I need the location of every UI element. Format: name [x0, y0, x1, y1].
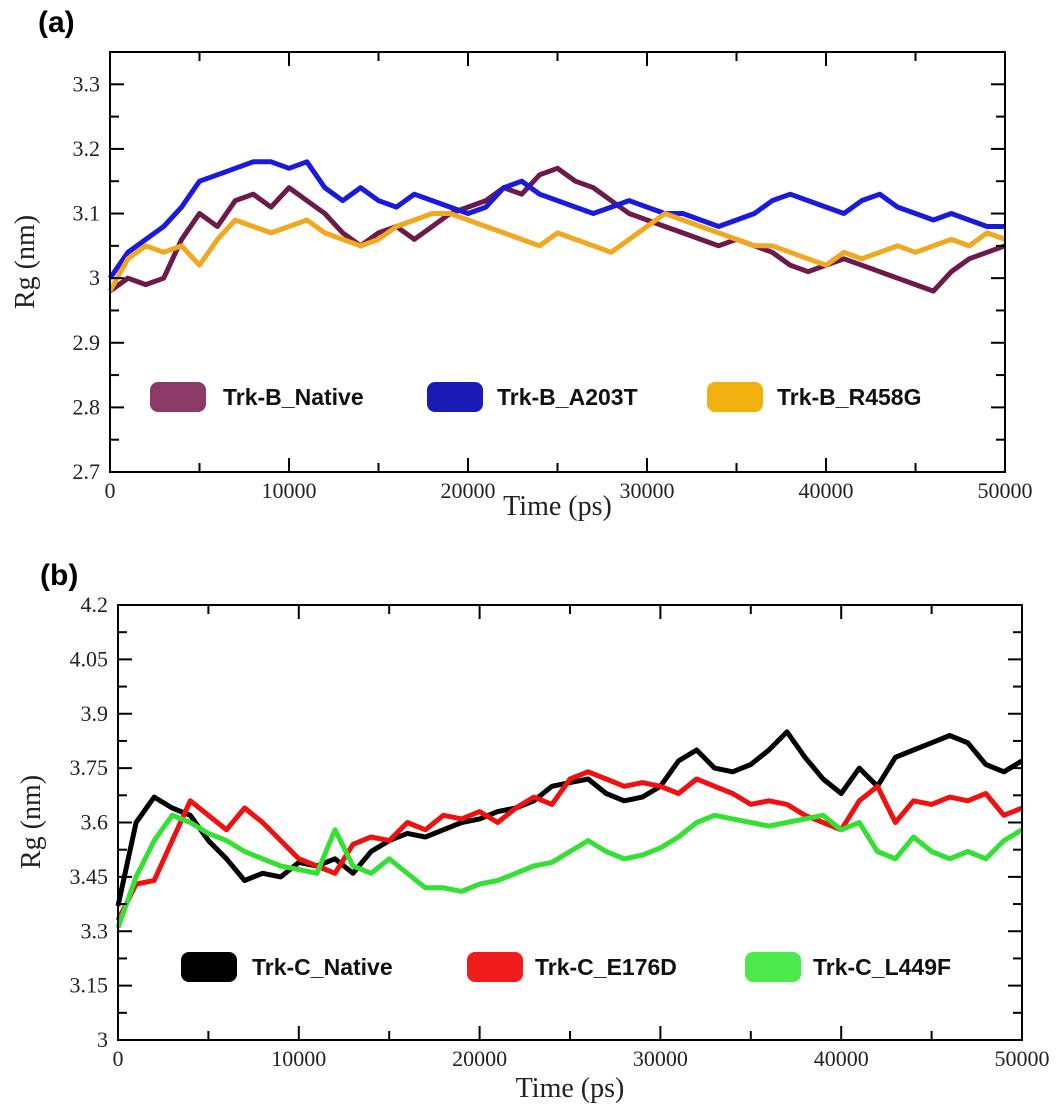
x-tick-label: 0 — [105, 478, 116, 503]
y-tick-label: 3 — [89, 265, 100, 290]
legend-swatch — [707, 382, 763, 412]
legend-label: Trk-B_R458G — [777, 384, 921, 410]
series-line-trk-b-native — [108, 165, 1006, 294]
y-tick-label: 3.9 — [81, 701, 109, 726]
panel-b: (b) 0 10000 20000 30000 40000 50000 3 3.15 3.3 3.4… — [16, 559, 1050, 1104]
x-tick-label: 10000 — [262, 478, 317, 503]
series-line-trk-b-a203t — [107, 159, 1005, 280]
legend-label: Trk-C_Native — [252, 954, 393, 980]
y-axis-title: Rg (nm) — [16, 775, 47, 869]
legend-swatch — [467, 952, 523, 982]
panel-label: (b) — [40, 559, 78, 592]
x-axis-title: Time (ps) — [516, 1073, 625, 1104]
legend-swatch — [427, 382, 483, 412]
y-tick-label: 3.1 — [73, 201, 101, 226]
x-tick-label: 40000 — [799, 478, 854, 503]
x-tick-label: 30000 — [620, 478, 675, 503]
y-axis-title: Rg (nm) — [10, 215, 41, 309]
x-tick-label: 40000 — [814, 1046, 869, 1071]
y-tick-label: 2.8 — [73, 394, 101, 419]
y-tick-label: 3.15 — [70, 973, 109, 998]
x-tick-label: 50000 — [995, 1046, 1050, 1071]
legend-label: Trk-C_E176D — [535, 954, 677, 980]
legend-label: Trk-C_L449F — [813, 954, 951, 980]
y-tick-label: 2.9 — [73, 330, 101, 355]
legend-swatch — [181, 952, 237, 982]
y-tick-label: 3.3 — [73, 71, 101, 96]
series-line-trk-c-l449f — [115, 812, 1024, 929]
series-line-trk-c-e176d — [115, 769, 1023, 922]
y-tick-label: 3.45 — [70, 864, 109, 889]
y-tick-label: 3 — [97, 1027, 108, 1052]
y-tick-label: 4.2 — [81, 592, 109, 617]
x-tick-label: 50000 — [978, 478, 1033, 503]
series-line-trk-b-r458g — [107, 211, 1006, 293]
x-tick-label: 0 — [113, 1046, 124, 1071]
x-tick-label: 10000 — [271, 1046, 326, 1071]
y-tick-label: 4.05 — [70, 646, 109, 671]
panel-a: (a) 0 10000 20000 30000 40000 50000 2.7 2.8 2.9 3 3… — [10, 6, 1033, 522]
legend-swatch — [150, 382, 206, 412]
legend-label: Trk-B_Native — [223, 384, 364, 410]
x-tick-label: 30000 — [633, 1046, 688, 1071]
legend-label: Trk-B_A203T — [497, 384, 638, 410]
y-tick-label: 3.6 — [81, 810, 109, 835]
y-tick-label: 2.7 — [73, 459, 101, 484]
y-tick-label: 3.75 — [70, 755, 109, 780]
legend-swatch — [745, 952, 801, 982]
y-tick-label: 3.2 — [73, 136, 101, 161]
x-tick-label: 20000 — [441, 478, 496, 503]
panel-label: (a) — [38, 6, 75, 39]
x-axis-title: Time (ps) — [503, 491, 612, 522]
x-tick-label: 20000 — [452, 1046, 507, 1071]
y-tick-label: 3.3 — [81, 918, 109, 943]
